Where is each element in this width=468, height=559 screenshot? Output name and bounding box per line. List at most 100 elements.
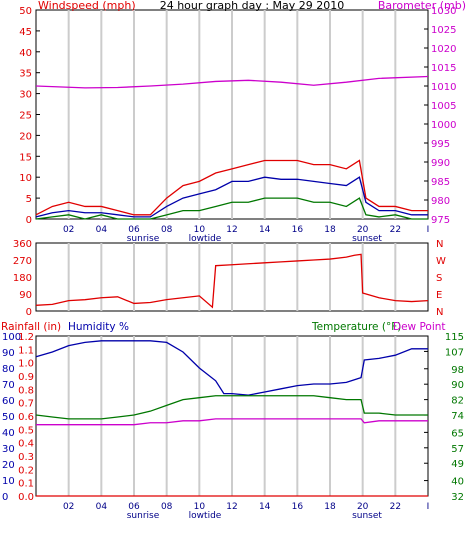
compass-tick-label: N xyxy=(436,239,443,250)
x-tick-label: 06 xyxy=(128,502,140,512)
barometer-tick-label: 1005 xyxy=(431,101,456,112)
x-tick-label: 16 xyxy=(292,225,304,235)
direction-series-line xyxy=(35,253,429,309)
compass-tick-label: E xyxy=(436,290,442,301)
wind-tick-label: 10 xyxy=(19,173,32,184)
x-tick-label: 10 xyxy=(194,225,206,235)
temperature-tick-label: 32 xyxy=(451,492,464,503)
rainfall-tick-label: 1.0 xyxy=(18,359,34,370)
x-tick-label: 22 xyxy=(390,225,401,235)
direction-tick-label: 270 xyxy=(13,256,32,267)
x-tick-label: 04 xyxy=(96,225,108,235)
temp-series-line xyxy=(36,418,428,426)
rainfall-tick-label: 0.5 xyxy=(18,425,34,436)
humidity-tick-label: 70 xyxy=(2,380,15,391)
dewpoint-axis-label: Dew Point xyxy=(393,321,446,333)
wind-series-line xyxy=(35,75,429,89)
direction-tick-label: 90 xyxy=(19,290,32,301)
rainfall-tick-label: 0.8 xyxy=(18,385,34,396)
barometer-tick-label: 1020 xyxy=(431,44,456,55)
temperature-tick-label: 65 xyxy=(451,428,464,439)
wind-tick-label: 50 xyxy=(19,6,32,17)
barometer-tick-label: 980 xyxy=(431,196,450,207)
humidity-tick-label: 0 xyxy=(2,492,8,503)
barometer-tick-label: 1010 xyxy=(431,82,456,93)
temperature-tick-label: 40 xyxy=(451,477,464,488)
x-tick-label: 20 xyxy=(357,502,369,512)
x-tick-label: 08 xyxy=(161,502,173,512)
humidity-tick-label: 100 xyxy=(2,332,21,343)
compass-tick-label: S xyxy=(436,273,442,284)
lowtide-label-bottom: lowtide xyxy=(189,511,222,521)
compass-tick-label: N xyxy=(436,307,443,318)
temperature-tick-label: 98 xyxy=(451,365,464,376)
barometer-tick-label: 1025 xyxy=(431,25,456,36)
direction-tick-label: 0 xyxy=(26,307,32,318)
x-tick-label: 02 xyxy=(63,502,74,512)
x-end-tick-label: I xyxy=(427,502,430,512)
rainfall-tick-label: 0.3 xyxy=(18,452,34,463)
humidity-tick-label: 10 xyxy=(2,476,15,487)
compass-tick-label: W xyxy=(436,256,446,267)
wind-series-line xyxy=(35,197,428,220)
humidity-tick-label: 80 xyxy=(2,364,15,375)
wind-tick-label: 5 xyxy=(26,194,32,205)
temperature-tick-label: 82 xyxy=(451,396,464,407)
temperature-tick-label: 115 xyxy=(445,332,464,343)
wind-tick-label: 35 xyxy=(19,69,32,80)
x-tick-label: 16 xyxy=(292,502,304,512)
wind-tick-label: 25 xyxy=(19,111,32,122)
rainfall-tick-label: 0.2 xyxy=(18,465,34,476)
barometer-tick-label: 1000 xyxy=(431,120,456,131)
rainfall-tick-label: 0.0 xyxy=(18,492,34,503)
temperature-tick-label: 74 xyxy=(451,411,464,422)
rainfall-tick-label: 0.6 xyxy=(18,412,34,423)
x-tick-label: 08 xyxy=(161,225,173,235)
humidity-tick-label: 30 xyxy=(2,444,15,455)
wind-tick-label: 40 xyxy=(19,48,32,59)
x-tick-label: 12 xyxy=(226,502,237,512)
temp-series-line xyxy=(35,395,428,420)
humidity-tick-label: 50 xyxy=(2,412,15,423)
temperature-axis-label: Temperature (°F) xyxy=(311,321,401,333)
temp-series-line xyxy=(35,340,428,396)
rainfall-tick-label: 1.1 xyxy=(18,345,34,356)
wind-tick-label: 0 xyxy=(26,215,32,226)
humidity-axis-label: Humidity % xyxy=(68,321,129,333)
x-tick-label: 04 xyxy=(96,502,108,512)
wind-series-line xyxy=(35,176,428,218)
barometer-tick-label: 995 xyxy=(431,139,450,150)
rainfall-axis-label: Rainfall (in) xyxy=(1,321,61,333)
wind-tick-label: 15 xyxy=(19,152,32,163)
chart-title: 24 hour graph day : May 29 2010 xyxy=(160,0,345,12)
x-tick-label: 02 xyxy=(63,225,74,235)
data-series xyxy=(35,75,429,497)
x-tick-label: 18 xyxy=(324,225,336,235)
barometer-tick-label: 1030 xyxy=(431,6,456,17)
direction-tick-label: 180 xyxy=(13,273,32,284)
x-tick-label: 22 xyxy=(390,502,401,512)
barometer-tick-label: 1015 xyxy=(431,63,456,74)
wind-tick-label: 20 xyxy=(19,131,32,142)
barometer-tick-label: 990 xyxy=(431,158,450,169)
temperature-tick-label: 107 xyxy=(445,347,464,358)
barometer-tick-label: 975 xyxy=(431,215,450,226)
rainfall-tick-label: 0.7 xyxy=(18,399,34,410)
rainfall-tick-label: 0.4 xyxy=(18,439,34,450)
barometer-axis-label: Barometer (mb) xyxy=(378,0,466,12)
humidity-tick-label: 20 xyxy=(2,460,15,471)
humidity-tick-label: 60 xyxy=(2,396,15,407)
temperature-tick-label: 90 xyxy=(451,380,464,391)
wind-tick-label: 45 xyxy=(19,27,32,38)
sunrise-label-bottom: sunrise xyxy=(127,511,160,521)
x-tick-label: 14 xyxy=(259,502,271,512)
x-tick-label: 14 xyxy=(259,225,271,235)
rainfall-tick-label: 0.1 xyxy=(18,479,34,490)
x-tick-label: 12 xyxy=(226,225,237,235)
wind-tick-label: 30 xyxy=(19,90,32,101)
lowtide-label: lowtide xyxy=(189,234,222,244)
x-tick-label: 10 xyxy=(194,502,206,512)
x-tick-label: 06 xyxy=(128,225,140,235)
direction-tick-label: 360 xyxy=(13,239,32,250)
rainfall-tick-label: 0.9 xyxy=(18,372,34,383)
